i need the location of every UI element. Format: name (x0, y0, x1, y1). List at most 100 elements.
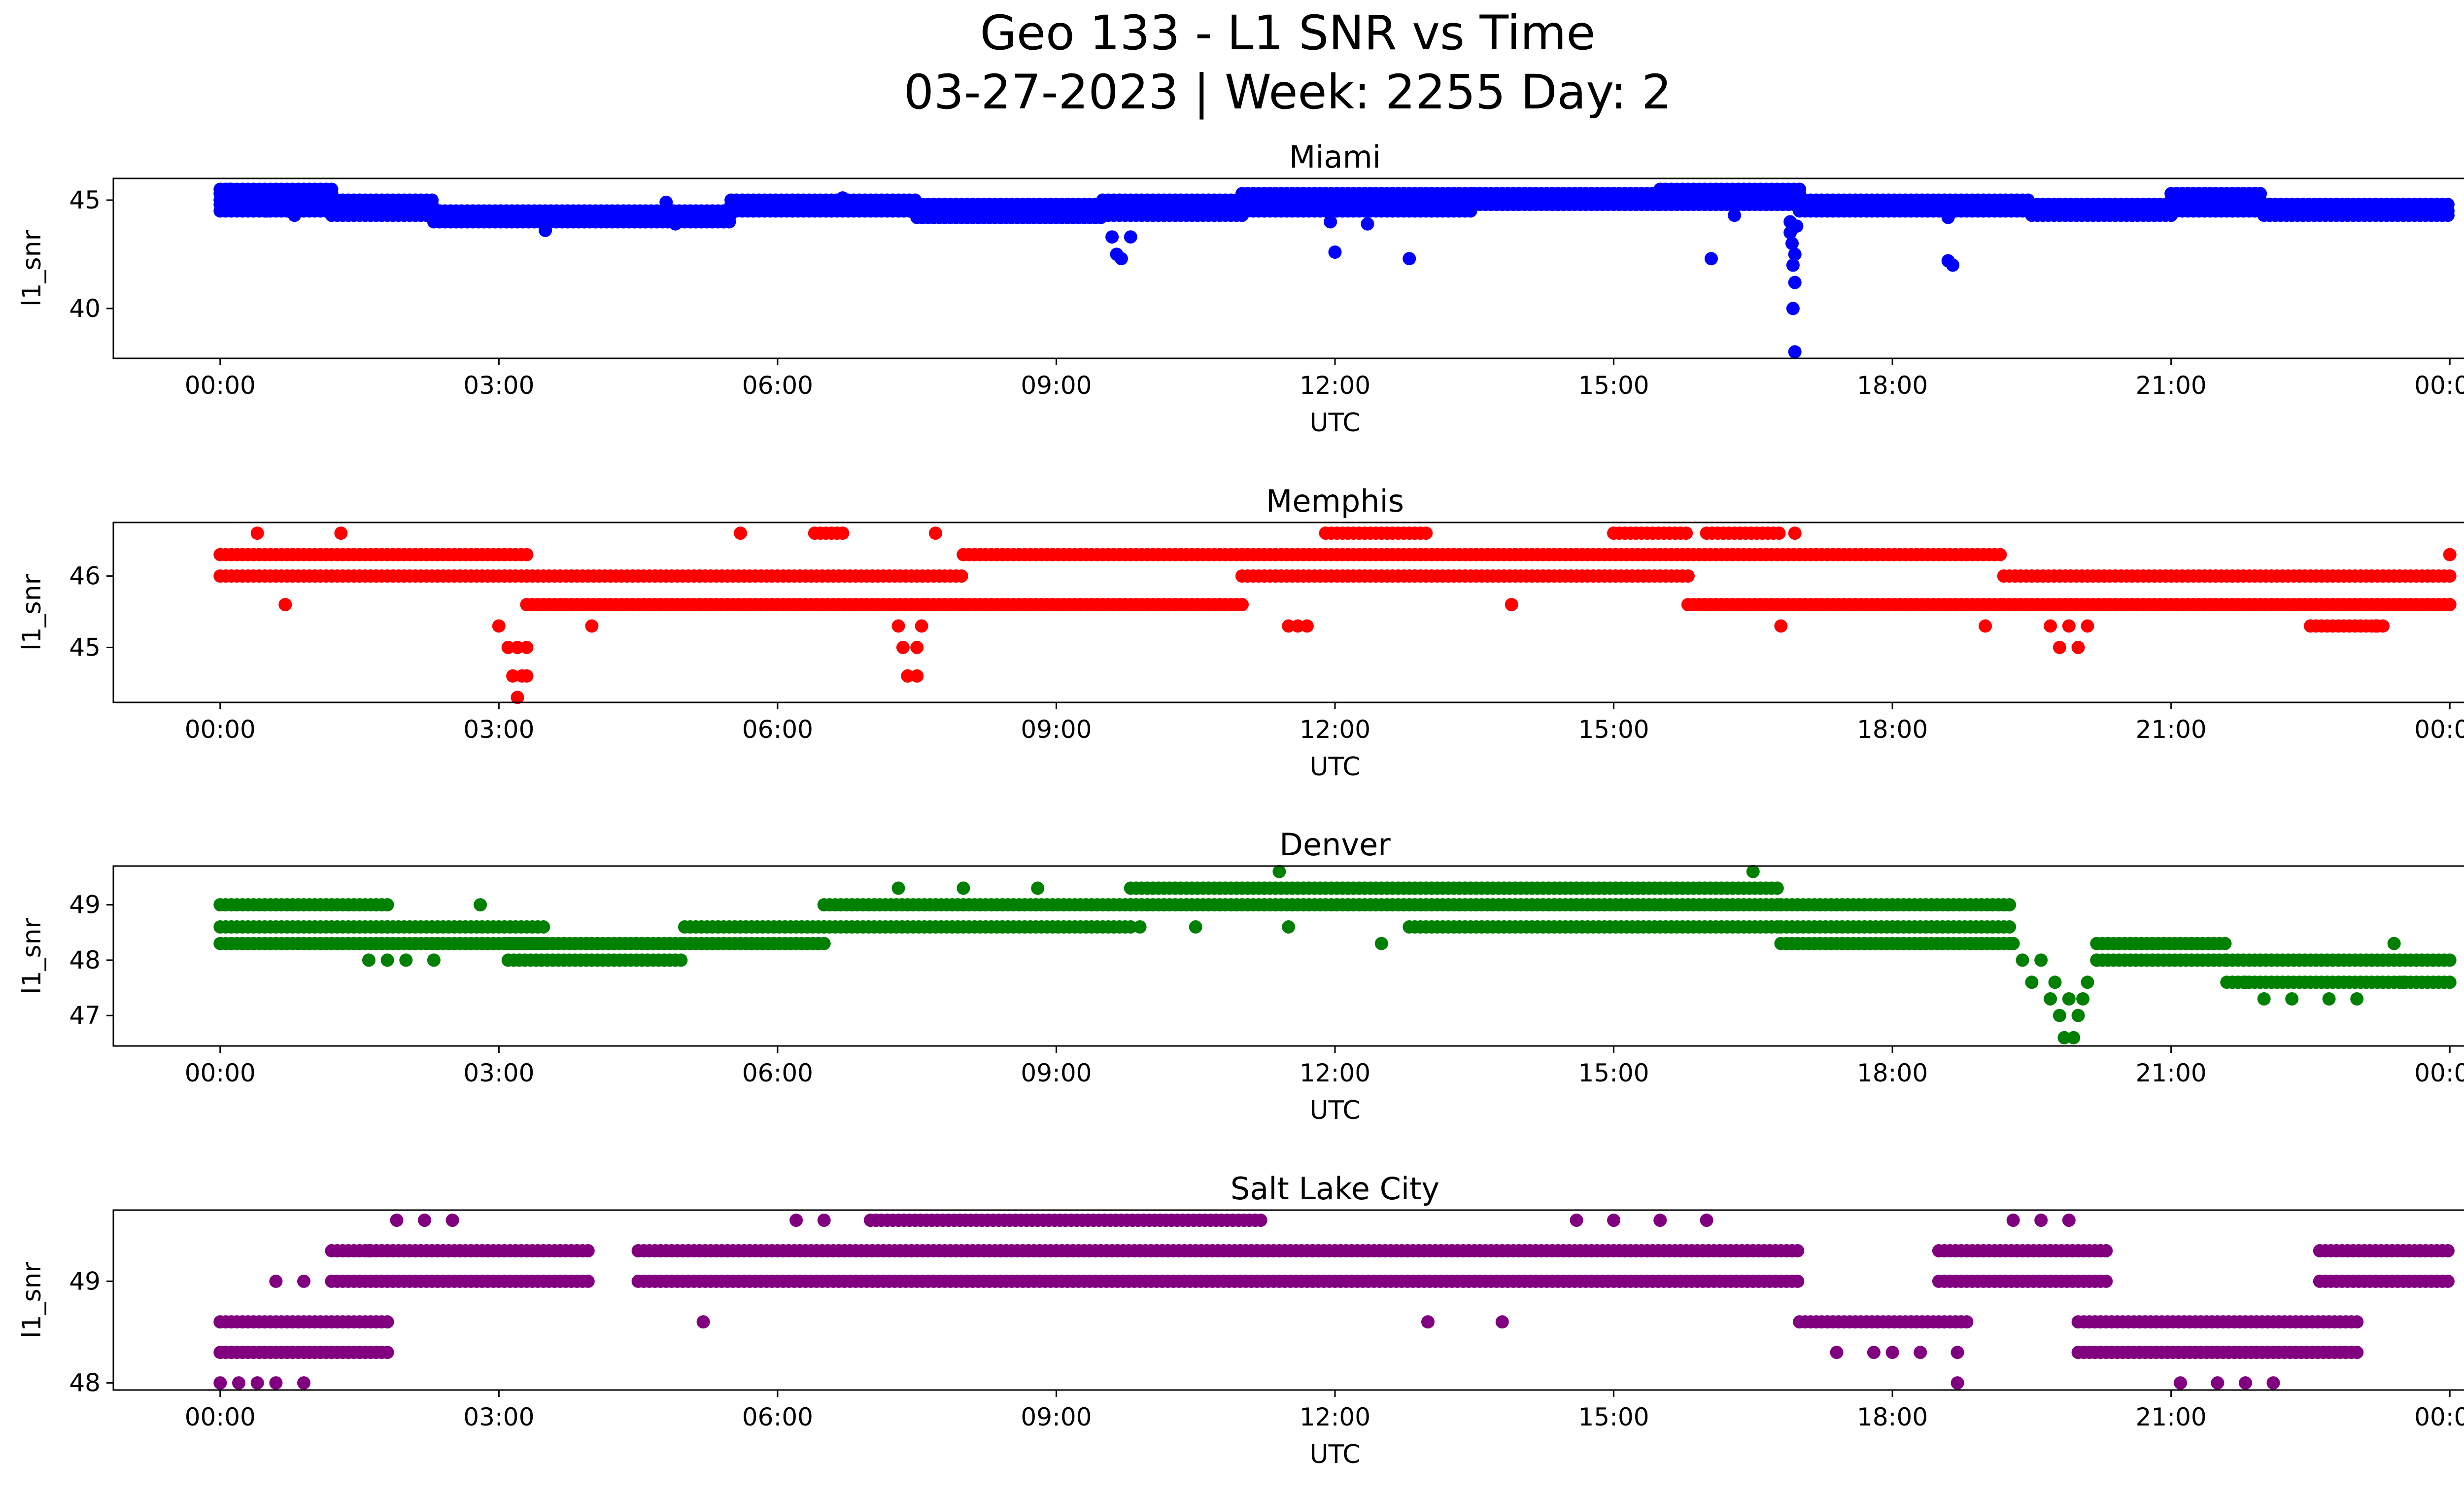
data-point (1254, 1214, 1267, 1227)
data-points (213, 865, 2457, 1044)
data-point (1788, 526, 1802, 540)
x-tick-label: 18:00 (1857, 1403, 1928, 1431)
data-point (2062, 619, 2076, 633)
y-axis-label: l1_snr (17, 1261, 47, 1338)
data-point (288, 209, 302, 222)
data-point (380, 1315, 394, 1329)
data-point (2443, 975, 2457, 989)
data-point (2443, 953, 2457, 967)
data-point (1189, 920, 1202, 934)
data-point (1867, 1346, 1881, 1359)
data-point (2057, 1031, 2071, 1044)
data-point (1421, 1315, 1435, 1329)
data-point (278, 598, 292, 612)
data-point (232, 1376, 245, 1390)
data-point (1788, 276, 1802, 289)
data-point (380, 898, 394, 912)
x-tick-label: 06:00 (742, 1059, 813, 1087)
data-point (511, 691, 524, 704)
x-tick-label: 21:00 (2136, 715, 2207, 744)
data-point (506, 669, 520, 683)
y-tick-label: 45 (69, 186, 101, 214)
data-point (674, 953, 688, 967)
x-tick-label: 06:00 (742, 715, 813, 744)
x-axis-label: UTC (1309, 408, 1360, 438)
data-point (2350, 1346, 2364, 1359)
data-point (1793, 182, 1807, 196)
data-point (1133, 920, 1147, 934)
x-tick-label: 18:00 (1857, 371, 1928, 400)
data-point (334, 526, 348, 540)
data-point (920, 598, 933, 612)
data-point (1946, 258, 1960, 272)
data-point (1031, 881, 1045, 895)
data-point (520, 669, 534, 683)
data-point (2396, 975, 2410, 989)
subplot-title: Denver (1279, 827, 1391, 863)
y-tick-label: 47 (69, 1001, 101, 1030)
data-point (1914, 1346, 1927, 1359)
data-point (1374, 937, 1388, 950)
data-point (1951, 1346, 1964, 1359)
data-point (1772, 526, 1786, 540)
data-point (1979, 619, 1992, 633)
x-tick-label: 03:00 (463, 1059, 534, 1087)
data-point (2350, 992, 2364, 1006)
data-point (2368, 619, 2382, 633)
data-point (2067, 1031, 2081, 1044)
data-point (2076, 992, 2090, 1006)
data-point (520, 641, 534, 654)
data-point (2285, 992, 2299, 1006)
data-point (227, 202, 241, 216)
data-point (2441, 198, 2455, 211)
y-tick-label: 49 (69, 1267, 101, 1295)
data-point (2257, 992, 2271, 1006)
data-point (1328, 245, 1342, 259)
data-point (2239, 1376, 2252, 1390)
data-point (1786, 258, 1800, 272)
x-tick-label: 00:00 (185, 371, 256, 400)
data-point (269, 1274, 283, 1288)
y-tick-label: 46 (69, 562, 101, 591)
data-point (901, 669, 915, 683)
data-point (1300, 619, 1314, 633)
data-point (2062, 1214, 2076, 1227)
data-point (223, 182, 237, 196)
data-point (928, 526, 942, 540)
y-axis-label: l1_snr (17, 230, 47, 307)
subplot-title: Miami (1289, 139, 1381, 175)
x-tick-label: 03:00 (463, 715, 534, 744)
x-tick-label: 12:00 (1300, 371, 1370, 400)
data-point (445, 1214, 459, 1227)
data-point (2322, 992, 2336, 1006)
data-point (2443, 598, 2457, 612)
figure-title: Geo 133 - L1 SNR vs Time (980, 5, 1596, 61)
data-point (520, 548, 534, 561)
data-point (1324, 215, 1337, 229)
subplot-title: Memphis (1266, 483, 1404, 519)
data-point (325, 182, 339, 196)
data-point (1235, 598, 1249, 612)
x-tick-label: 18:00 (1857, 715, 1928, 744)
data-point (910, 669, 924, 683)
data-point (1705, 252, 1718, 266)
data-points (213, 182, 2455, 359)
data-point (492, 619, 506, 633)
data-point (2062, 992, 2076, 1006)
data-point (2211, 1376, 2224, 1390)
data-point (427, 953, 441, 967)
data-point (2044, 619, 2057, 633)
subplot-salt-lake-city: Salt Lake City 00:00 03:00 06:00 09:00 12:00 1… (17, 1171, 2464, 1469)
data-point (501, 641, 515, 654)
data-point (380, 1346, 394, 1359)
x-tick-label: 00:00 (2414, 1059, 2464, 1087)
data-point (1272, 865, 1286, 878)
y-tick-label: 40 (69, 294, 101, 323)
x-tick-label: 21:00 (2136, 371, 2207, 400)
data-point (1941, 210, 1955, 224)
data-point (2254, 187, 2267, 201)
data-point (297, 1274, 310, 1288)
x-tick-label: 15:00 (1578, 715, 1649, 744)
x-tick-label: 00:00 (2414, 1403, 2464, 1431)
data-point (2441, 1274, 2455, 1288)
